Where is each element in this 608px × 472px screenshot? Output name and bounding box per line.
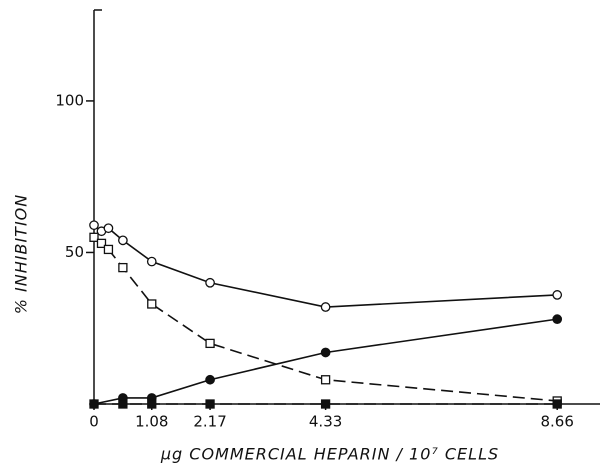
y-axis-title: % INHIBITION: [12, 194, 31, 314]
y-tick-label: 50: [65, 243, 84, 261]
x-tick-label: 8.66: [541, 413, 574, 431]
series-line: [93, 318, 558, 405]
marker: [147, 299, 157, 309]
marker: [89, 399, 99, 409]
marker: [146, 256, 157, 267]
y-tick-label: 100: [55, 91, 84, 109]
marker: [118, 399, 128, 409]
marker: [320, 347, 331, 358]
marker: [320, 399, 331, 409]
marker: [205, 399, 215, 409]
marker: [96, 238, 107, 249]
marker: [552, 399, 562, 409]
marker: [103, 244, 114, 255]
marker: [320, 375, 331, 385]
x-tick-label: 4.33: [309, 413, 342, 431]
marker: [205, 277, 215, 288]
marker: [205, 374, 215, 385]
x-tick-label: 0: [89, 413, 99, 431]
series-line: [93, 224, 558, 308]
marker: [89, 232, 99, 242]
marker: [205, 338, 215, 349]
marker: [89, 220, 99, 231]
marker: [147, 399, 157, 409]
marker: [118, 235, 128, 246]
x-tick-label: 2.17: [193, 413, 226, 431]
marker: [118, 262, 128, 273]
marker: [320, 302, 331, 312]
marker: [103, 223, 114, 234]
marker: [552, 290, 563, 300]
x-axis-title: µg COMMERCIAL HEPARIN / 10⁷ CELLS: [160, 445, 499, 464]
marker: [552, 314, 563, 324]
x-tick-label: 1.08: [135, 413, 168, 431]
